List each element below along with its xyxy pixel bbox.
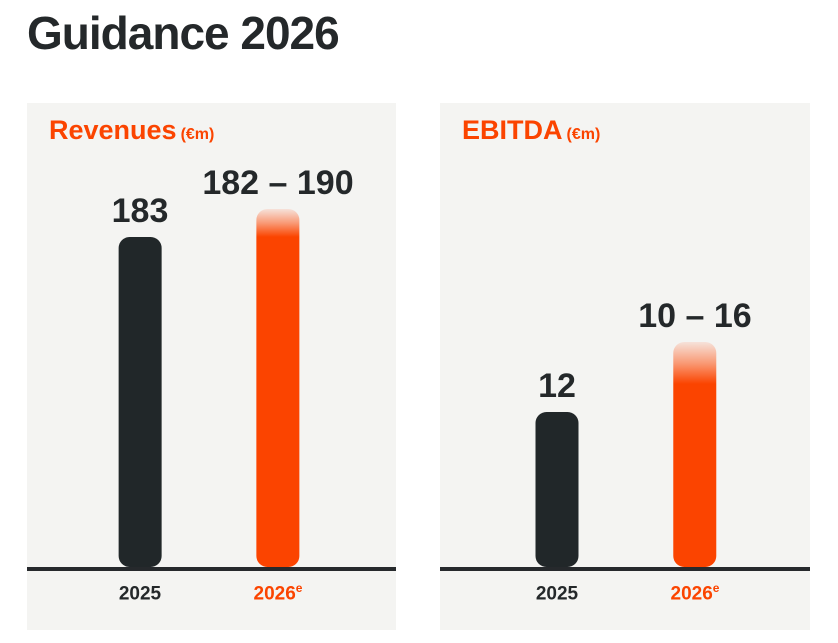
revenues-2025-bar-group: 183 <box>111 192 169 567</box>
page-title: Guidance 2026 <box>27 7 340 59</box>
x-label-text: 2026 <box>253 583 296 605</box>
x-label-text: 2025 <box>535 583 579 605</box>
revenues-2026-bar-group: 182 – 190 <box>202 164 354 567</box>
chart-unit-label: (€m) <box>180 126 215 143</box>
revenues-x-label-2025: 2025 <box>119 581 161 605</box>
revenues-x-axis-line <box>27 567 396 571</box>
chart-title-text: Revenues <box>49 115 177 145</box>
revenues-chart-title: Revenues (€m) <box>49 115 214 146</box>
revenues-2025-value-label: 183 <box>111 192 169 230</box>
ebitda-chart-title: EBITDA (€m) <box>462 115 600 146</box>
x-label-sup: e <box>295 581 303 595</box>
x-label-text: 2026 <box>670 583 713 605</box>
revenues-x-label-2026e: 2026e <box>254 581 303 605</box>
ebitda-x-axis-line <box>440 567 810 571</box>
chart-title-text: EBITDA <box>462 115 563 145</box>
x-label-sup: e <box>712 581 720 595</box>
revenues-2026-value-label: 182 – 190 <box>202 164 354 202</box>
chart-unit-label: (€m) <box>566 126 601 143</box>
x-label-text: 2025 <box>118 583 162 605</box>
ebitda-2026-value-label: 10 – 16 <box>638 297 752 335</box>
ebitda-chart-panel: EBITDA (€m) 12 10 – 16 2025 2026e <box>440 103 810 630</box>
ebitda-2026-bar <box>673 342 717 567</box>
ebitda-x-label-2026e: 2026e <box>671 581 720 605</box>
ebitda-2025-bar <box>535 412 579 567</box>
revenues-2026-bar <box>256 209 300 567</box>
ebitda-x-label-2025: 2025 <box>536 581 578 605</box>
revenues-chart-panel: Revenues (€m) 183 182 – 190 2025 2026e <box>27 103 396 630</box>
ebitda-2025-bar-group: 12 <box>535 367 579 567</box>
ebitda-2026-bar-group: 10 – 16 <box>638 297 752 567</box>
revenues-2025-bar <box>118 237 162 567</box>
ebitda-2025-value-label: 12 <box>538 367 576 405</box>
